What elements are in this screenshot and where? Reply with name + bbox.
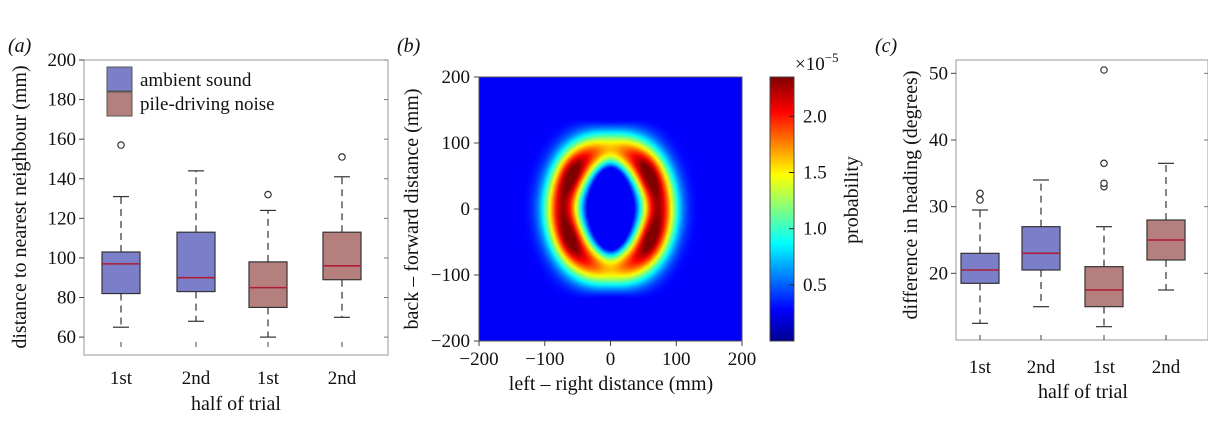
y-tick-label: −200 (431, 331, 470, 352)
panel-a-legend: ambient sound pile-driving noise (106, 66, 275, 117)
outlier-point (117, 141, 125, 149)
outlier-point (264, 190, 272, 199)
legend-swatch-ambient (106, 66, 133, 92)
x-tick-label: −100 (525, 349, 564, 370)
outlier-point (1100, 179, 1108, 188)
panel-a-y-label: distance to nearest neighbour (mm) (9, 65, 31, 348)
panel-c-y-ticks: 20 30 40 50 (929, 63, 1208, 284)
x-tick-label: 2nd (1027, 357, 1056, 378)
panel-c-x-ticks: 1st 2nd 1st 2nd (969, 335, 1181, 378)
y-tick-label: 120 (48, 208, 77, 229)
colorbar-tick-label: 0.5 (803, 275, 827, 296)
panel-a-label: (a) (8, 35, 32, 57)
y-tick-label: 160 (48, 129, 77, 150)
box-iqr (101, 251, 141, 295)
legend-label-pile-driving: pile-driving noise (140, 94, 275, 115)
y-tick-label: −100 (431, 265, 470, 286)
colorbar-tick-label: 1.5 (803, 162, 827, 183)
colorbar-tick-label: 2.0 (803, 106, 827, 127)
box-iqr (960, 252, 1000, 284)
x-tick-label: 1st (110, 368, 133, 389)
colorbar-multiplier: ×10−5 (795, 50, 839, 75)
panel-b-label: (b) (397, 35, 421, 57)
x-tick-label: 2nd (1152, 357, 1181, 378)
x-tick-label: 0 (606, 349, 616, 370)
y-tick-label: 200 (48, 50, 77, 71)
panel-c-frame (955, 59, 1208, 341)
y-tick-label: 0 (461, 199, 471, 220)
panel-c-y-label: difference in heading (degrees) (900, 71, 922, 320)
y-tick-label: 20 (929, 263, 948, 284)
y-tick-label: 180 (48, 90, 77, 111)
y-tick-label: 100 (48, 248, 77, 269)
y-tick-label: 50 (929, 63, 948, 84)
box-iqr (248, 261, 288, 309)
panel-a-y-ticks: 60 80 100 120 140 160 180 200 (48, 50, 388, 348)
y-tick-label: 40 (929, 130, 948, 151)
colorbar-label: probability (841, 156, 863, 244)
x-tick-label: 2nd (328, 368, 357, 389)
y-tick-label: 100 (442, 133, 471, 154)
panel-a-boxes (101, 141, 362, 338)
x-tick-label: 100 (662, 349, 691, 370)
outlier-point (1100, 66, 1108, 74)
heatmap-image (479, 77, 742, 341)
box-iqr (1021, 226, 1061, 271)
legend-label-ambient: ambient sound (140, 70, 252, 91)
panel-a-x-ticks: 1st 2nd 1st 2nd (110, 342, 357, 389)
outlier-point (1100, 159, 1108, 168)
x-tick-label: 1st (969, 357, 992, 378)
legend-swatch-pile-driving (106, 91, 133, 117)
x-tick-label: 200 (728, 349, 757, 370)
outlier-point (338, 153, 346, 161)
panel-b-heatmap: −200 −100 0 100 200 −200 −100 0 100 200 left – r… (401, 50, 863, 395)
panel-c-boxes (960, 66, 1186, 328)
panel-b-y-ticks: −200 −100 0 100 200 (431, 67, 479, 352)
panel-a-boxplot: 60 80 100 120 140 160 180 200 1st 2nd 1st 2nd half… (9, 50, 389, 415)
box-iqr (176, 231, 216, 293)
y-tick-label: 80 (57, 288, 76, 309)
panel-a-frame (83, 59, 389, 356)
y-tick-label: 60 (57, 327, 76, 348)
y-tick-label: 200 (442, 67, 471, 88)
colorbar-tick-label: 1.0 (803, 219, 827, 240)
panel-c-boxplot: 20 30 40 50 1st 2nd 1st 2nd half of trial diff… (900, 59, 1208, 403)
y-tick-label: 140 (48, 169, 77, 190)
box-iqr (322, 231, 362, 281)
x-tick-label: 1st (1093, 357, 1116, 378)
x-tick-label: 2nd (182, 368, 211, 389)
outlier-point (976, 189, 984, 198)
x-tick-label: 1st (257, 368, 280, 389)
panel-b-x-ticks: −200 −100 0 100 200 (459, 341, 756, 370)
colorbar-ticks: 0.5 1.0 1.5 2.0 (789, 106, 827, 296)
panel-c-x-label: half of trial (1038, 381, 1128, 403)
panel-c-label: (c) (875, 35, 898, 57)
y-tick-label: 30 (929, 197, 948, 218)
outlier-point (976, 196, 984, 204)
panel-b-y-label: back – forward distance (mm) (401, 88, 423, 329)
panel-b-x-label: left – right distance (mm) (509, 373, 713, 395)
panel-a-x-label: half of trial (191, 393, 281, 415)
box-iqr (1084, 266, 1124, 308)
colorbar (769, 76, 795, 342)
x-tick-label: −200 (459, 349, 498, 370)
